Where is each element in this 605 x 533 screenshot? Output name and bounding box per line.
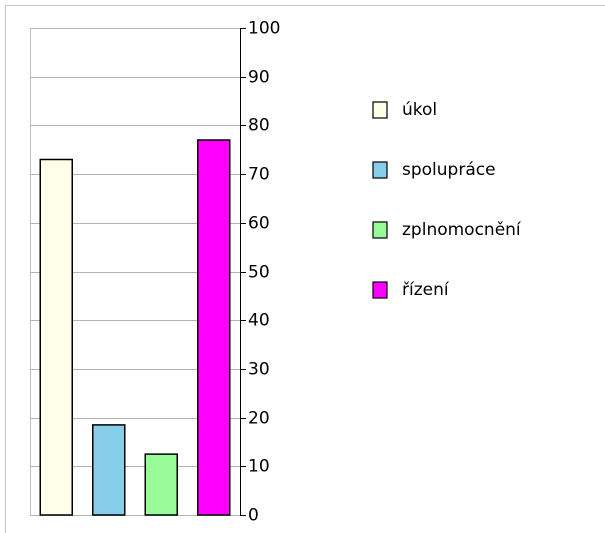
y-tick-label: 90 — [248, 68, 270, 88]
y-tick-label: 100 — [248, 19, 280, 39]
legend-swatch — [372, 221, 388, 239]
legend-swatch — [372, 101, 388, 119]
y-tick-label: 0 — [248, 506, 259, 526]
legend-label: řízení — [402, 280, 450, 300]
bar — [197, 139, 231, 516]
legend-label: zplnomocnění — [402, 220, 522, 240]
bar — [144, 453, 178, 516]
legend-swatch — [372, 281, 388, 299]
legend-label: úkol — [402, 100, 437, 120]
y-tick-label: 10 — [248, 457, 270, 477]
y-tick-label: 20 — [248, 409, 270, 429]
y-tick-label: 70 — [248, 165, 270, 185]
y-tick-label: 60 — [248, 214, 270, 234]
y-tick-label: 40 — [248, 311, 270, 331]
legend-label: spolupráce — [402, 160, 496, 180]
bar — [92, 424, 126, 516]
y-tick-label: 30 — [248, 360, 270, 380]
y-tick-label: 80 — [248, 116, 270, 136]
bar — [39, 158, 73, 516]
y-tick-label: 50 — [248, 263, 270, 283]
legend-swatch — [372, 161, 388, 179]
